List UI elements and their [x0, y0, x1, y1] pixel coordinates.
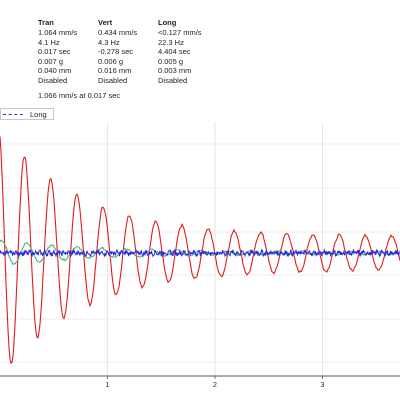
- stat-column-vert: Vert 0.434 mm/s 4.3 Hz -0.278 sec 0.006 …: [98, 18, 178, 85]
- stat-column-tran: Tran 1.064 mm/s 4.1 Hz 0.017 sec 0.007 g…: [38, 18, 118, 85]
- legend-label-long: Long: [30, 110, 47, 119]
- stat-displacement-tran: 0.040 mm: [38, 66, 72, 75]
- stat-status-vert: Disabled: [98, 75, 128, 85]
- legend-item-long[interactable]: Long: [0, 108, 54, 120]
- stat-time-long: 4.404 sec: [158, 47, 191, 56]
- stat-displacement-long: 0.003 mm: [158, 66, 192, 75]
- stat-frequency-tran: 4.1 Hz: [38, 37, 60, 47]
- stat-header-long: Long: [158, 18, 177, 27]
- stat-status-long: Disabled: [158, 75, 188, 85]
- stat-acceleration-long: 0.005 g: [158, 56, 184, 66]
- waveform-plot[interactable]: 1234: [0, 122, 400, 400]
- x-tick-label-1: 1: [106, 382, 110, 389]
- stat-column-long: Long <0.127 mm/s 22.3 Hz 4.404 sec 0.005…: [158, 18, 238, 85]
- legend-swatch-long: [3, 114, 23, 115]
- stat-ppv-tran: 1.064 mm/s: [38, 28, 78, 37]
- stat-frequency-long: 22.3 Hz: [158, 37, 184, 47]
- chart-legend: Long: [0, 107, 400, 121]
- stat-displacement-vert: 0.016 mm: [98, 66, 132, 75]
- x-tick-label-3: 3: [321, 382, 325, 389]
- stat-acceleration-vert: 0.006 g: [98, 56, 124, 66]
- statistics-panel: Tran 1.064 mm/s 4.1 Hz 0.017 sec 0.007 g…: [0, 18, 400, 108]
- stat-time-vert: -0.278 sec: [98, 47, 134, 56]
- stat-time-tran: 0.017 sec: [38, 47, 71, 56]
- stat-header-tran: Tran: [38, 18, 54, 27]
- series-line-tran: [0, 136, 400, 365]
- stat-status-tran: Disabled: [38, 75, 68, 85]
- stat-ppv-vert: 0.434 mm/s: [98, 28, 138, 37]
- series-line-long: [0, 248, 400, 258]
- stat-header-vert: Vert: [98, 18, 113, 27]
- stat-ppv-long: <0.127 mm/s: [158, 28, 202, 37]
- stat-frequency-vert: 4.3 Hz: [98, 37, 120, 47]
- stat-acceleration-tran: 0.007 g: [38, 56, 64, 66]
- waveform-svg: 1234: [0, 122, 400, 389]
- x-tick-label-2: 2: [213, 382, 217, 389]
- peak-summary: 1.066 mm/s at 0.017 sec: [38, 91, 121, 100]
